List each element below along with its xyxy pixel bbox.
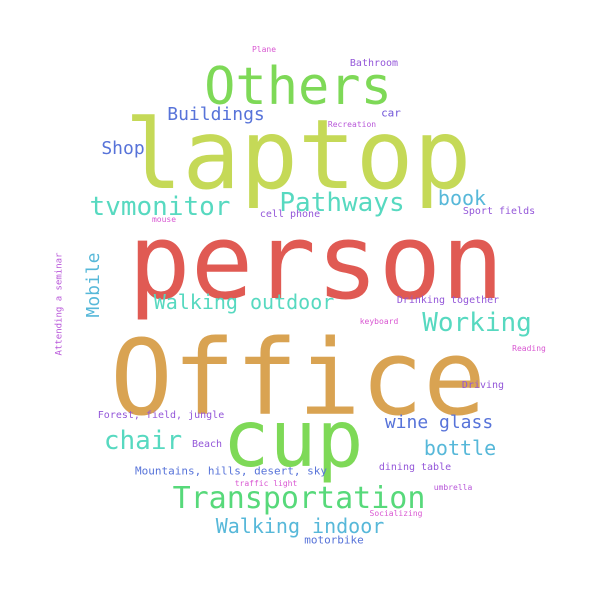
word-socializing: Socializing xyxy=(369,509,423,518)
word-traffic-light: traffic light xyxy=(234,479,298,488)
word-reading: Reading xyxy=(512,344,546,353)
word-dining-table: dining table xyxy=(378,462,452,473)
word-umbrella: umbrella xyxy=(433,483,473,492)
word-person: person xyxy=(128,201,504,323)
word-cup: cup xyxy=(222,395,364,485)
word-tvmonitor: tvmonitor xyxy=(89,192,231,222)
word-buildings: Buildings xyxy=(167,104,265,125)
word-transportation: Transportation xyxy=(172,481,426,516)
word-book: book xyxy=(437,186,487,210)
word-recreation: Recreation xyxy=(327,120,377,129)
word-drinking-together: Drinking together xyxy=(396,295,500,306)
word-mountains-hills-desert-sky: Mountains, hills, desert, sky xyxy=(134,464,328,478)
word-motorbike: motorbike xyxy=(304,533,364,547)
word-walking-indoor: Walking indoor xyxy=(215,514,385,538)
word-beach: Beach xyxy=(191,439,223,450)
word-working: Working xyxy=(422,308,532,338)
word-keyboard: keyboard xyxy=(359,317,399,326)
word-forest-field-jungle: Forest, field, jungle xyxy=(97,410,225,421)
word-mobile: Mobile xyxy=(83,252,104,318)
word-plane: Plane xyxy=(251,45,277,54)
word-attending-a-seminar: Attending a seminar xyxy=(54,252,65,356)
word-others: Others xyxy=(204,57,392,117)
word-laptop: laptop xyxy=(124,99,472,211)
word-wine-glass: wine glass xyxy=(384,412,494,433)
word-pathways: Pathways xyxy=(279,188,405,218)
word-cell-phone: cell phone xyxy=(259,209,321,220)
word-walking-outdoor: Walking outdoor xyxy=(153,290,335,314)
word-office: Office xyxy=(110,317,486,439)
word-chair: chair xyxy=(103,426,183,456)
word-bottle: bottle xyxy=(423,436,497,460)
word-car: car xyxy=(381,106,401,120)
word-sport-fields: Sport fields xyxy=(462,206,536,217)
word-bathroom: Bathroom xyxy=(349,58,399,69)
word-mouse: mouse xyxy=(151,215,177,224)
word-driving: Driving xyxy=(461,380,505,391)
word-shop: Shop xyxy=(101,138,145,159)
